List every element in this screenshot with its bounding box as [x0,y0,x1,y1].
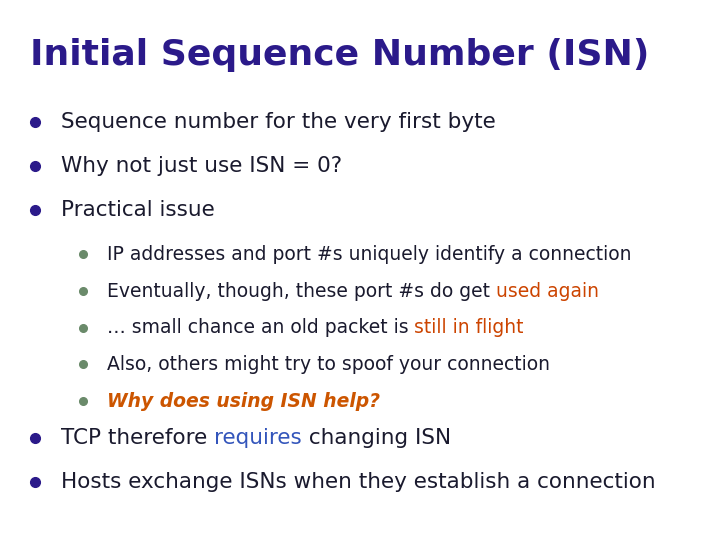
Text: used again: used again [495,281,598,301]
Text: Eventually, though, these port #s do get: Eventually, though, these port #s do get [107,281,495,301]
Text: Initial Sequence Number (ISN): Initial Sequence Number (ISN) [30,38,649,72]
Text: Why not just use ISN = 0?: Why not just use ISN = 0? [61,156,342,176]
Text: Also, others might try to spoof your connection: Also, others might try to spoof your con… [107,355,549,374]
Text: IP addresses and port #s uniquely identify a connection: IP addresses and port #s uniquely identi… [107,245,631,264]
Text: Hosts exchange ISNs when they establish a connection: Hosts exchange ISNs when they establish … [61,472,656,492]
Text: changing ISN: changing ISN [302,428,451,448]
Text: … small chance an old packet is: … small chance an old packet is [107,318,414,338]
Text: Practical issue: Practical issue [61,200,215,220]
Text: TCP therefore: TCP therefore [61,428,215,448]
Text: requires: requires [215,428,302,448]
Text: still in flight: still in flight [414,318,523,338]
Text: Why does using ISN help?: Why does using ISN help? [107,392,379,411]
Text: Sequence number for the very first byte: Sequence number for the very first byte [61,111,496,132]
